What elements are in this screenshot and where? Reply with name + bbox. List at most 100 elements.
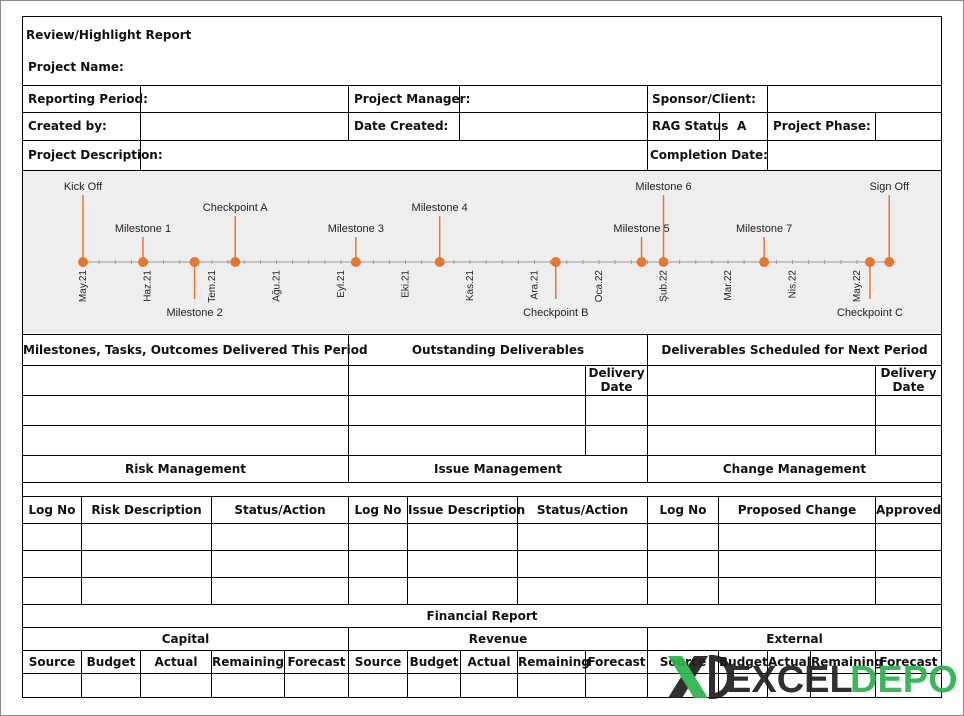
completion-date-label: Completion Date: [650,148,768,162]
capital-remaining: Remaining [212,655,284,669]
timeline-event-marker [78,257,88,267]
issue-status-action: Status/Action [536,503,629,517]
grid-line [22,577,942,578]
external-header: External [766,632,823,646]
grid-line [22,395,942,396]
timeline-month-label: Kas.21 [465,270,476,302]
logo-text-right: DEPO [850,659,958,701]
grid-line [767,650,768,698]
timeline-event-label: Milestone 4 [412,202,468,214]
timeline-event-marker [759,257,770,267]
timeline-event-marker [864,257,875,267]
excel-depo-logo: EXCEL DEPO [664,652,964,702]
reporting-period-label: Reporting Period: [28,92,148,106]
grid-line [647,627,648,698]
grid-line [517,650,518,698]
grid-line [459,85,460,140]
financial-report-title: Financial Report [426,609,538,623]
grid-line [767,112,768,140]
change-log-no: Log No [659,503,707,517]
timeline-event-label: Milestone 1 [115,223,171,235]
grid-line [810,650,811,698]
grid-line [22,365,942,366]
logo-text-left: EXCEL [726,659,853,701]
grid-line [647,496,648,604]
grid-line [81,496,82,604]
timeline-month-label: Oca.22 [594,270,605,303]
grid-line [875,496,876,604]
timeline-event-label: Milestone 2 [166,307,222,319]
timeline-month-label: Ara.21 [530,270,541,300]
grid-line [81,650,82,698]
grid-line [22,604,942,605]
capital-forecast: Forecast [287,655,346,669]
grid-line [718,496,719,604]
issue-description: Issue Description [408,503,526,517]
timeline-month-label: Şub.22 [659,270,670,302]
timeline-event-marker [230,257,241,267]
grid-line [875,650,876,698]
timeline-event-marker [350,257,361,267]
grid-line [647,334,648,455]
grid-line [22,673,942,674]
delivered-header: Milestones, Tasks, Outcomes Delivered Th… [23,343,368,357]
project-phase-label: Project Phase: [773,119,871,133]
grid-line [348,334,349,455]
risk-management-header: Risk Management [125,462,246,476]
timeline-month-label: May.22 [852,270,863,302]
timeline-event-label: Checkpoint A [203,202,268,214]
approved: Approved [876,503,942,517]
revenue-actual: Actual [467,655,511,669]
grid-line [22,334,942,335]
revenue-budget: Budget [409,655,459,669]
grid-line [767,85,768,112]
timeline-event-marker [434,257,445,267]
timeline-event-label: Milestone 6 [635,181,691,193]
grid-line [460,650,461,698]
proposed-change: Proposed Change [737,503,857,517]
delivery-date-label-4: Date [892,380,925,394]
next-period-header: Deliverables Scheduled for Next Period [661,343,928,357]
timeline-event-marker [137,257,148,267]
timeline-event-label: Milestone 7 [736,223,792,235]
revenue-source: Source [354,655,402,669]
sponsor-label: Sponsor/Client: [652,92,756,106]
delivery-date-label-3: Delivery [880,366,937,380]
project-timeline: May.21 Haz.21 Tem.21 Ağu.21 Eyl.21 Eki.21 Kas.… [23,171,941,333]
revenue-remaining: Remaining [518,655,590,669]
timeline-month-label: Haz.21 [143,270,154,302]
project-description-label: Project Description: [28,148,163,162]
issue-management-header: Issue Management [434,462,562,476]
grid-line [875,365,876,455]
grid-line [284,650,285,698]
grid-line [22,455,942,456]
grid-line [348,85,349,140]
outstanding-header: Outstanding Deliverables [411,343,585,357]
timeline-event-marker [658,257,669,267]
timeline-event-label: Checkpoint C [837,307,903,319]
external-budget: Budget [719,655,768,669]
grid-line [211,496,212,604]
grid-line [22,170,942,171]
date-created-label: Date Created: [354,119,449,133]
timeline-chart: May.21 Haz.21 Tem.21 Ağu.21 Eyl.21 Eki.21 Kas.… [64,181,910,319]
timeline-event-label: Checkpoint B [523,307,588,319]
timeline-event-label: Milestone 3 [328,223,384,235]
risk-log-no: Log No [28,503,76,517]
capital-header: Capital [161,632,210,646]
timeline-month-label: Nis.22 [788,270,799,299]
timeline-month-label: Eyl.21 [336,270,347,298]
grid-line [585,365,586,455]
grid-line [22,85,942,86]
grid-line [647,455,648,482]
capital-actual: Actual [154,655,198,669]
timeline-month-label: Eki.21 [401,270,412,298]
grid-line [647,85,648,170]
grid-line [140,85,141,170]
grid-line [767,140,768,170]
timeline-event-marker [884,257,895,267]
created-by-label: Created by: [28,119,107,133]
timeline-event-label: Kick Off [64,181,103,193]
grid-line [22,523,942,524]
timeline-event-marker [636,257,647,267]
